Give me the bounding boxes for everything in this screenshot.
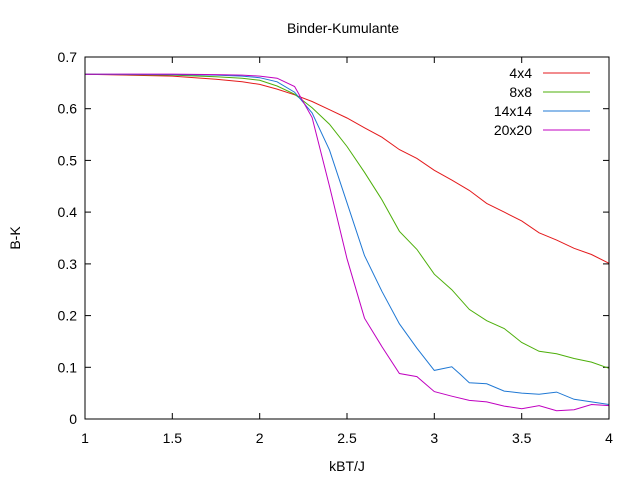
x-tick-label: 1: [81, 430, 89, 446]
plot-frame: [84, 56, 610, 420]
y-tick-label: 0.2: [58, 308, 78, 324]
x-tick-label: 1.5: [163, 430, 183, 446]
series-line-8x8: [84, 73, 610, 369]
legend-label: 14x14: [494, 103, 532, 119]
x-tick-label: 2: [256, 430, 264, 446]
y-tick-label: 0.4: [58, 204, 78, 220]
series-lines: [84, 73, 610, 412]
x-tick-label: 2.5: [337, 430, 357, 446]
y-tick-label: 0.7: [58, 49, 78, 65]
y-tick-label: 0.1: [58, 359, 78, 375]
x-tick-label: 4: [605, 430, 613, 446]
legend: 4x4 8x8 14x14 20x20: [494, 65, 590, 138]
legend-label: 4x4: [509, 65, 532, 81]
series-line-14x14: [84, 73, 610, 405]
legend-label: 20x20: [494, 122, 532, 138]
y-tick-label: 0: [69, 411, 77, 427]
y-axis-label: B-K: [7, 226, 23, 250]
y-tick-label: 0.5: [58, 152, 78, 168]
x-tick-label: 3.5: [512, 430, 532, 446]
x-axis-label: kBT/J: [329, 458, 365, 474]
y-tick-label: 0.6: [58, 101, 78, 117]
chart-title: Binder-Kumulante: [287, 20, 399, 36]
series-line-20x20: [84, 73, 610, 412]
series-line-4x4: [84, 73, 610, 264]
axis-ticks: 1 1.5 2 2.5 3 3.5 4 0 0.1 0.2 0.3 0.4 0.5 0.6 0.7: [58, 49, 614, 446]
x-tick-label: 3: [430, 430, 438, 446]
legend-label: 8x8: [509, 84, 532, 100]
y-tick-label: 0.3: [58, 256, 78, 272]
